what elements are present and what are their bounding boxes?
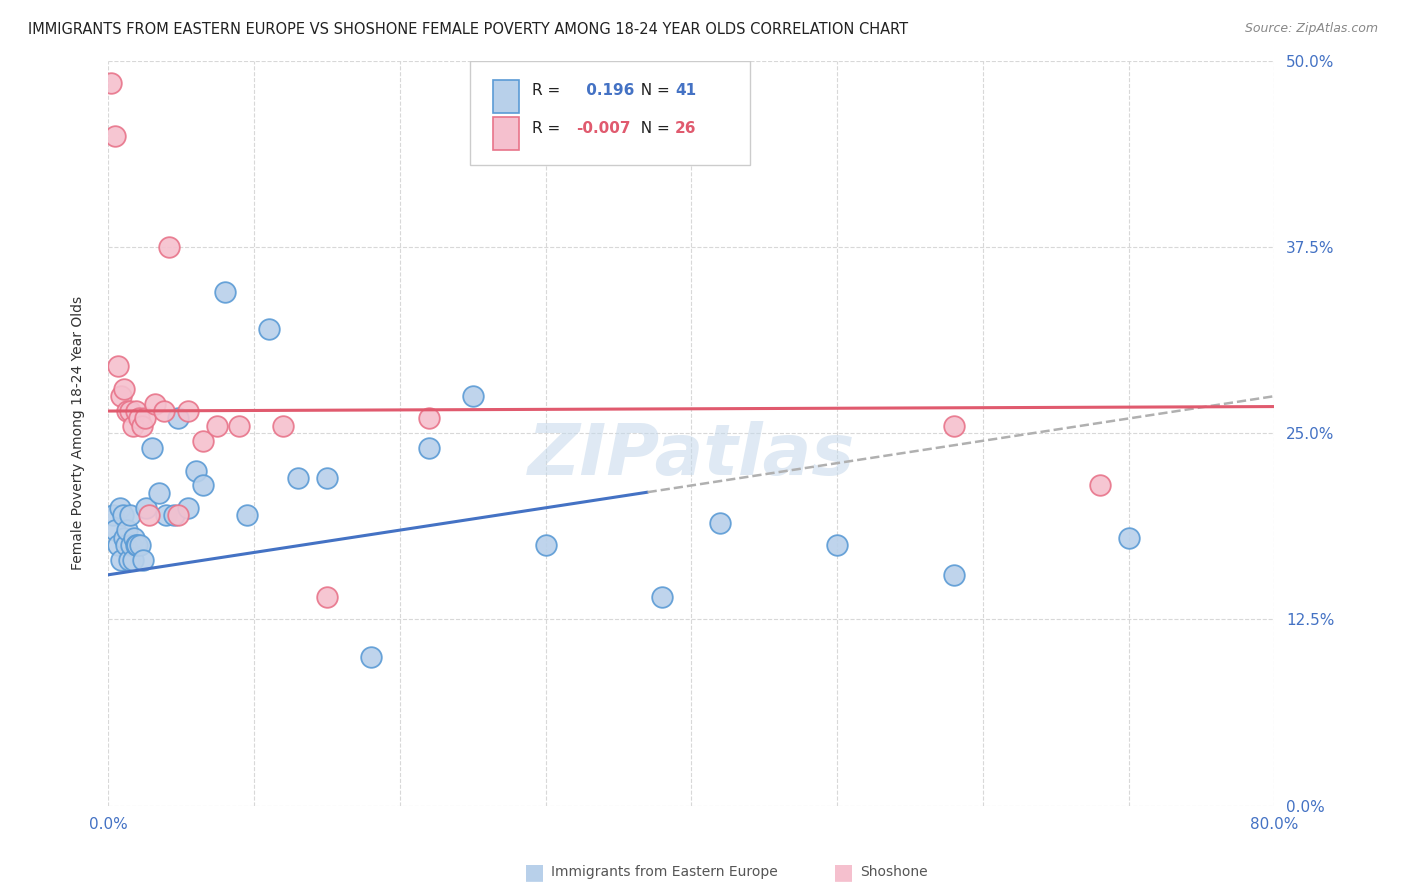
Text: Shoshone: Shoshone bbox=[860, 865, 928, 880]
Point bbox=[1118, 531, 1140, 545]
Text: 0.196: 0.196 bbox=[581, 84, 634, 98]
Point bbox=[418, 411, 440, 425]
Point bbox=[157, 240, 180, 254]
Point bbox=[942, 418, 965, 433]
Text: ZIPatlas: ZIPatlas bbox=[527, 421, 855, 491]
Point bbox=[167, 411, 190, 425]
Point bbox=[107, 538, 129, 552]
Text: N =: N = bbox=[631, 120, 675, 136]
Point bbox=[315, 471, 337, 485]
FancyBboxPatch shape bbox=[470, 62, 749, 165]
Point bbox=[228, 418, 250, 433]
Point bbox=[271, 418, 294, 433]
Point bbox=[141, 442, 163, 456]
Point bbox=[461, 389, 484, 403]
Point bbox=[155, 508, 177, 523]
Text: Immigrants from Eastern Europe: Immigrants from Eastern Europe bbox=[551, 865, 778, 880]
Text: -0.007: -0.007 bbox=[576, 120, 630, 136]
Point bbox=[112, 531, 135, 545]
Point bbox=[129, 538, 152, 552]
Point bbox=[134, 411, 156, 425]
Point bbox=[177, 500, 200, 515]
Text: 41: 41 bbox=[675, 84, 696, 98]
Point bbox=[257, 322, 280, 336]
Point bbox=[131, 418, 153, 433]
Point bbox=[167, 508, 190, 523]
FancyBboxPatch shape bbox=[494, 117, 519, 151]
Point bbox=[101, 508, 124, 523]
Text: 26: 26 bbox=[675, 120, 696, 136]
Point bbox=[115, 523, 138, 537]
Point bbox=[214, 285, 236, 299]
Point bbox=[128, 411, 150, 425]
Y-axis label: Female Poverty Among 18-24 Year Olds: Female Poverty Among 18-24 Year Olds bbox=[72, 296, 86, 570]
Point bbox=[152, 404, 174, 418]
Point bbox=[117, 553, 139, 567]
Point bbox=[651, 590, 673, 604]
Point bbox=[127, 538, 149, 552]
Text: R =: R = bbox=[531, 84, 569, 98]
Point bbox=[709, 516, 731, 530]
Text: Source: ZipAtlas.com: Source: ZipAtlas.com bbox=[1244, 22, 1378, 36]
Point bbox=[121, 538, 143, 552]
Point bbox=[360, 649, 382, 664]
Point bbox=[111, 508, 134, 523]
Point bbox=[207, 418, 229, 433]
Text: IMMIGRANTS FROM EASTERN EUROPE VS SHOSHONE FEMALE POVERTY AMONG 18-24 YEAR OLDS : IMMIGRANTS FROM EASTERN EUROPE VS SHOSHO… bbox=[28, 22, 908, 37]
Point bbox=[118, 508, 141, 523]
Point bbox=[191, 434, 214, 448]
Point bbox=[825, 538, 848, 552]
Point bbox=[191, 478, 214, 492]
Point bbox=[110, 389, 132, 403]
Text: R =: R = bbox=[531, 120, 565, 136]
Point bbox=[110, 553, 132, 567]
Point bbox=[287, 471, 309, 485]
Point bbox=[135, 500, 157, 515]
Point bbox=[177, 404, 200, 418]
Point bbox=[163, 508, 186, 523]
Point bbox=[122, 418, 145, 433]
Point bbox=[122, 553, 145, 567]
Point bbox=[114, 538, 136, 552]
Point bbox=[104, 523, 127, 537]
Point bbox=[125, 538, 148, 552]
Point bbox=[107, 359, 129, 374]
Point bbox=[235, 508, 257, 523]
Point bbox=[124, 531, 146, 545]
Point bbox=[534, 538, 557, 552]
Point bbox=[184, 464, 207, 478]
Point bbox=[315, 590, 337, 604]
Text: ■: ■ bbox=[834, 863, 853, 882]
Point bbox=[118, 404, 141, 418]
Point bbox=[112, 382, 135, 396]
Point bbox=[108, 500, 131, 515]
FancyBboxPatch shape bbox=[494, 79, 519, 113]
Point bbox=[138, 508, 160, 523]
Point bbox=[143, 396, 166, 410]
Point bbox=[148, 486, 170, 500]
Point bbox=[1088, 478, 1111, 492]
Point bbox=[418, 442, 440, 456]
Point bbox=[942, 567, 965, 582]
Point bbox=[104, 128, 127, 143]
Point bbox=[125, 404, 148, 418]
Text: N =: N = bbox=[631, 84, 675, 98]
Point bbox=[115, 404, 138, 418]
Text: ■: ■ bbox=[524, 863, 544, 882]
Point bbox=[132, 553, 155, 567]
Point bbox=[100, 77, 122, 91]
